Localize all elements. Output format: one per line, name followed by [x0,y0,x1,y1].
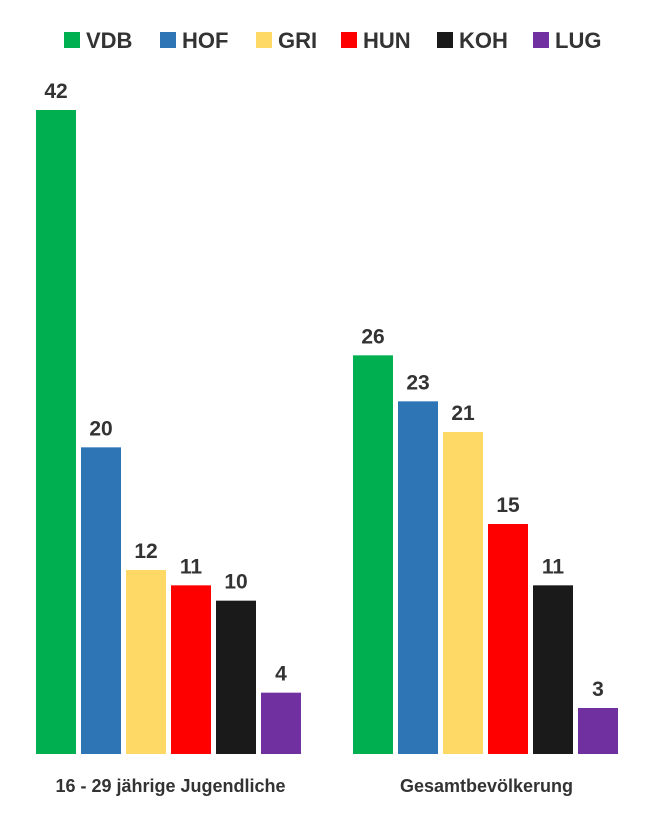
data-label: 4 [275,663,287,686]
legend-swatch [341,32,357,48]
legend-swatch [437,32,453,48]
data-label: 12 [134,540,157,563]
data-label: 26 [361,325,384,348]
bar-group: 42 20 12 11 10 4 16 - 29 jährige Jugendliche [36,80,301,796]
legend: VDB HOF GRI HUN KOH LUG [64,28,601,53]
bar-koh [533,585,573,754]
bar-lug [261,692,301,754]
bar-gri [126,570,166,754]
bar-koh [216,600,256,754]
bar-hof [81,447,121,754]
data-label: 11 [180,555,203,578]
legend-swatch [256,32,272,48]
legend-swatch [533,32,549,48]
legend-item-hof: HOF [160,28,228,53]
data-label: 15 [496,494,520,517]
legend-item-hun: HUN [341,28,411,53]
legend-item-lug: LUG [533,28,601,53]
bar-hun [488,524,528,754]
legend-label: HOF [182,28,228,53]
bar-hof [398,401,438,754]
legend-item-koh: KOH [437,28,508,53]
bar-lug [578,708,618,754]
legend-label: HUN [363,28,411,53]
bar-hun [171,585,211,754]
legend-swatch [160,32,176,48]
legend-item-gri: GRI [256,28,317,53]
data-label: 3 [592,678,604,701]
legend-label: LUG [555,28,601,53]
bar-vdb [36,110,76,754]
category-label: 16 - 29 jährige Jugendliche [55,776,285,796]
data-label: 42 [44,80,67,103]
data-label: 20 [89,417,112,440]
legend-swatch [64,32,80,48]
legend-label: VDB [86,28,132,53]
data-label: 11 [542,555,565,578]
bar-gri [443,432,483,754]
legend-label: KOH [459,28,508,53]
legend-label: GRI [278,28,317,53]
legend-item-vdb: VDB [64,28,132,53]
category-label: Gesamtbevölkerung [400,776,573,796]
bar-vdb [353,355,393,754]
bar-group: 26 23 21 15 11 3 Gesamtbevölkerung [353,325,618,796]
data-label: 10 [224,571,247,594]
data-label: 21 [451,402,475,425]
data-label: 23 [406,371,429,394]
